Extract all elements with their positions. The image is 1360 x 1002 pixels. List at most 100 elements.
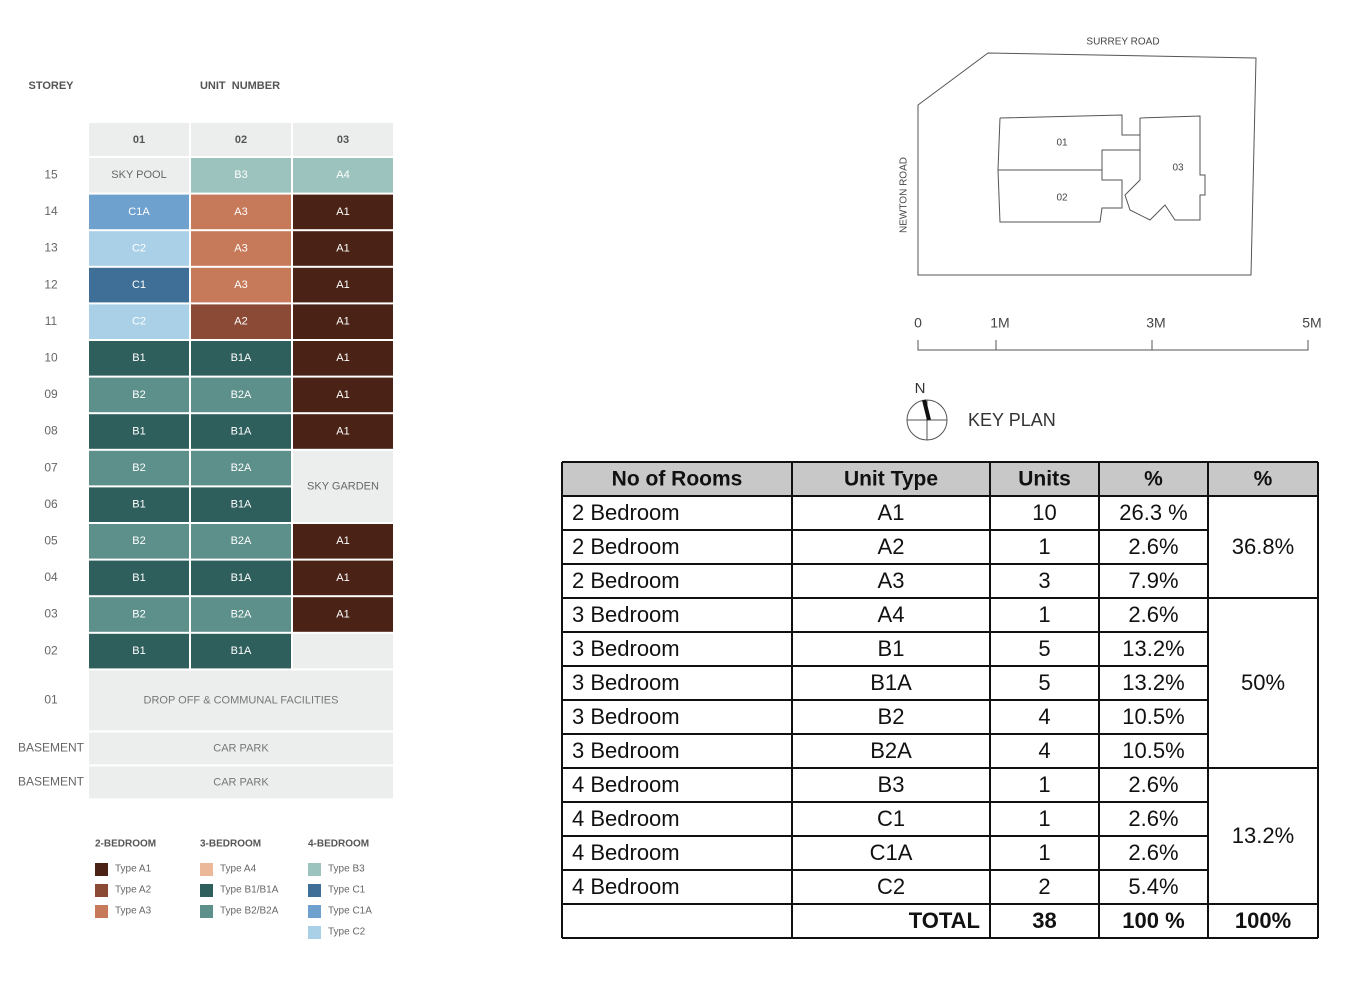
- unit-cell: [191, 487, 291, 522]
- legend-swatch: [95, 863, 108, 876]
- unit-cell: [89, 341, 189, 376]
- table-cell: 2 Bedroom: [572, 568, 680, 593]
- unit-cell: [191, 524, 291, 559]
- table-cell: B2: [878, 704, 905, 729]
- unit-label: A3: [234, 206, 247, 218]
- column-header: 01: [133, 134, 145, 146]
- unit-label: C2: [132, 242, 146, 254]
- table-cell: A1: [878, 500, 905, 525]
- unit-cell: [89, 304, 189, 339]
- unit-label: C2: [132, 316, 146, 328]
- floor-label: DROP OFF & COMMUNAL FACILITIES: [144, 694, 339, 706]
- unit-cell: [191, 377, 291, 413]
- legend-label: Type C1: [328, 885, 366, 896]
- unit-cell: [293, 633, 393, 669]
- unit-label: B2A: [231, 462, 252, 474]
- unit-cell: [293, 231, 393, 266]
- legend-swatch: [200, 863, 213, 876]
- unit-label: SKY POOL: [111, 169, 166, 181]
- legend-swatch: [95, 884, 108, 897]
- unit-label: B2: [132, 608, 145, 620]
- floor-cell: [89, 670, 393, 731]
- legend-swatch: [308, 905, 321, 918]
- legend-swatch: [308, 884, 321, 897]
- unit-label: B1: [132, 645, 145, 657]
- unit-cell: [191, 158, 291, 193]
- table-cell: B1A: [870, 670, 912, 695]
- unit-label: B1A: [231, 645, 252, 657]
- unit-label: A3: [234, 279, 247, 291]
- unit-cell: [89, 158, 189, 193]
- unit-label: B3: [234, 169, 247, 181]
- table-cell: 2 Bedroom: [572, 500, 680, 525]
- storey-label: 15: [44, 167, 58, 181]
- table-cell: A3: [878, 568, 905, 593]
- unit-label: B1A: [231, 352, 252, 364]
- unit-label: B1: [132, 499, 145, 511]
- table-cell: 4 Bedroom: [572, 874, 680, 899]
- key-plan-title: KEY PLAN: [968, 410, 1056, 430]
- unit-label: B2A: [231, 608, 252, 620]
- storey-label: 03: [44, 607, 58, 621]
- table-cell: 3 Bedroom: [572, 670, 680, 695]
- column-header-cell: [293, 123, 393, 156]
- unit-label: A1: [336, 425, 349, 437]
- legend-label: Type C2: [328, 927, 366, 938]
- unit-cell: [191, 450, 291, 486]
- key-plan-drawing: [906, 52, 1309, 441]
- table-cell: 4: [1038, 738, 1050, 763]
- unit-cell: [89, 194, 189, 230]
- storey-label: 12: [44, 277, 58, 291]
- storey-label: 05: [44, 533, 58, 547]
- unit-cell: [293, 597, 393, 632]
- table-cell: B3: [878, 772, 905, 797]
- unit-cell: [293, 450, 393, 522]
- unit-label: B2: [132, 389, 145, 401]
- table-cell: 13.2%: [1232, 823, 1294, 848]
- table-cell: 36.8%: [1232, 534, 1294, 559]
- scale-label: 0: [914, 315, 922, 331]
- legend-label: Type A2: [115, 885, 152, 896]
- legend-swatch: [200, 905, 213, 918]
- storey-label: 04: [44, 570, 58, 584]
- storey-header: STOREY: [28, 80, 74, 92]
- table-cell: B2A: [870, 738, 912, 763]
- table-cell: 100 %: [1122, 908, 1184, 933]
- table-cell: 3: [1038, 568, 1050, 593]
- column-header: 03: [337, 134, 349, 146]
- unit-label: C1: [132, 279, 146, 291]
- table-cell: 38: [1032, 908, 1056, 933]
- block-label: 02: [1056, 193, 1068, 204]
- unit-label: A1: [336, 608, 349, 620]
- legend-label: Type A3: [115, 906, 152, 917]
- unit-label: A1: [336, 206, 349, 218]
- storey-label: 14: [44, 204, 58, 218]
- table-header: No of Rooms: [612, 468, 743, 491]
- table-cell: 3 Bedroom: [572, 738, 680, 763]
- unit-label: B1A: [231, 572, 252, 584]
- unit-label: B2: [132, 462, 145, 474]
- table-cell: 5: [1038, 636, 1050, 661]
- unit-cell: [89, 524, 189, 559]
- legend-swatch: [308, 863, 321, 876]
- scale-label: 1M: [990, 315, 1009, 331]
- unit-label: A1: [336, 352, 349, 364]
- table-cell: 2.6%: [1128, 806, 1178, 831]
- scale-label: 5M: [1302, 315, 1321, 331]
- unit-label: B1: [132, 352, 145, 364]
- unit-label: A4: [336, 169, 349, 181]
- table-cell: TOTAL: [909, 908, 980, 933]
- unit-label: A2: [234, 316, 247, 328]
- unit-cell: [191, 597, 291, 632]
- unit-cell: [89, 597, 189, 632]
- column-header: 02: [235, 134, 247, 146]
- unit-cell: [89, 450, 189, 486]
- unit-cell: [191, 341, 291, 376]
- unit-label: B1: [132, 572, 145, 584]
- table-header: %: [1144, 468, 1163, 491]
- storey-label: 09: [44, 387, 58, 401]
- legend-label: Type A1: [115, 864, 152, 875]
- legend-title: 3-BEDROOM: [200, 839, 261, 850]
- table-header: Unit Type: [844, 468, 938, 491]
